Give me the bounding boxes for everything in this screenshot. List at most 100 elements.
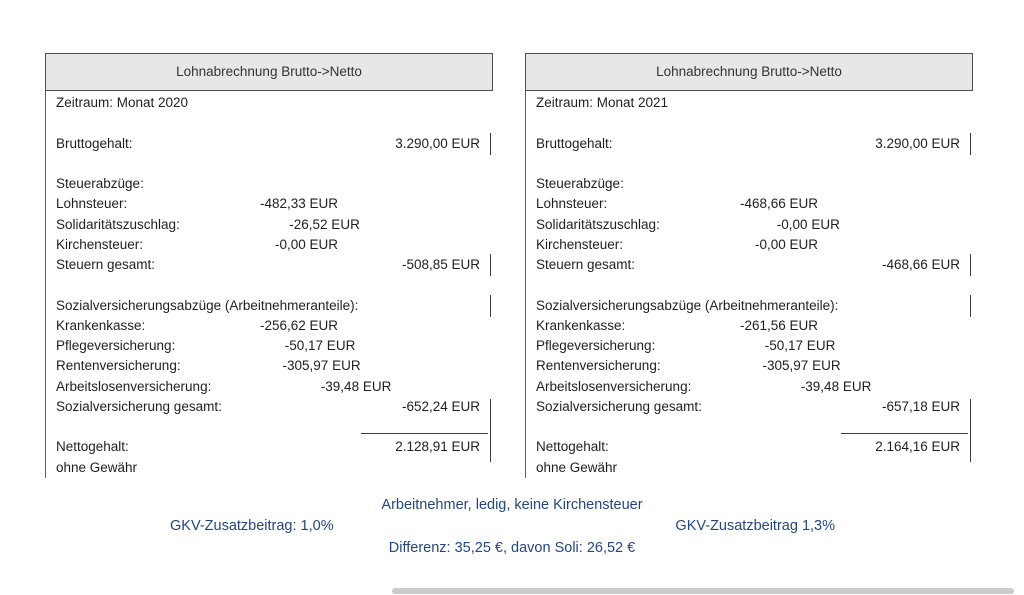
row-steuern-gesamt: Steuern gesamt: -468,66 EUR [536,254,973,276]
row-disclaimer: ohne Gewähr [56,458,493,478]
table-body: Zeitraum: Monat 2021 Bruttogehalt: 3.290… [525,91,973,478]
section-label: Steuerabzüge: [56,176,144,191]
row-sozialversicherung-header: Sozialversicherungsabzüge (Arbeitnehmera… [56,294,493,317]
row-label: Solidaritätszuschlag: [536,216,660,232]
row-rentenversicherung: Rentenversicherung: -305,97 EUR [56,356,493,376]
row-value: -50,17 EUR [764,338,836,353]
row-nettogehalt: Nettogehalt: 2.164,16 EUR [536,437,973,457]
row-value: -468,66 EUR [881,257,960,272]
row-value: 3.290,00 EUR [875,135,960,151]
row-solidaritaetszuschlag: Solidaritätszuschlag: -0,00 EUR [536,215,973,235]
row-label: Steuern gesamt: [536,257,636,272]
section-label: Sozialversicherungsabzüge (Arbeitnehmera… [536,297,839,313]
zeitraum-label: Zeitraum: Monat 2020 [56,95,189,110]
footer-line-differenz: Differenz: 35,25 €, davon Soli: 26,52 € [388,539,636,556]
row-label: Steuern gesamt: [56,257,156,272]
row-label: Solidaritätszuschlag: [56,216,180,232]
row-label: Pflegeversicherung: [56,338,176,353]
row-label: Rentenversicherung: [56,358,181,374]
row-label: Bruttogehalt: [56,135,133,151]
row-sozialversicherung-gesamt: Sozialversicherung gesamt: -652,24 EUR [56,397,493,462]
row-blank [56,113,493,133]
gkv-2020-label: GKV-Zusatzbeitrag: 1,0% [170,518,334,535]
disclaimer-label: ohne Gewähr [56,459,138,475]
row-label: Arbeitslosenversicherung: [536,378,692,394]
column-separator-tick [970,254,971,276]
row-krankenkasse: Krankenkasse: -256,62 EUR [56,316,493,336]
row-sum-underline [536,417,973,437]
row-label: Nettogehalt: [536,439,609,455]
row-value: -468,66 EUR [739,196,818,212]
row-value: -0,00 EUR [274,236,338,252]
row-label: Lohnsteuer: [56,196,128,212]
column-separator-tick [490,294,491,317]
row-label: Pflegeversicherung: [536,338,656,353]
row-value: -26,52 EUR [289,216,360,232]
row-value: -39,48 EUR [800,378,872,394]
section-label: Sozialversicherungsabzüge (Arbeitnehmera… [56,297,359,313]
row-value: -39,48 EUR [320,378,392,394]
row-bruttogehalt: Bruttogehalt: 3.290,00 EUR [536,132,973,155]
row-lohnsteuer: Lohnsteuer: -482,33 EUR [56,194,493,214]
column-separator-tick [970,398,971,462]
row-blank [56,154,493,174]
row-sozialversicherung-header: Sozialversicherungsabzüge (Arbeitnehmera… [536,294,973,317]
row-blank [56,275,493,295]
row-blank [536,113,973,133]
horizontal-scrollbar-thumb[interactable] [392,588,1014,594]
row-pflegeversicherung: Pflegeversicherung: -50,17 EUR [56,336,493,356]
row-value: 3.290,00 EUR [395,135,480,151]
row-rentenversicherung: Rentenversicherung: -305,97 EUR [536,356,973,376]
sum-underline [361,433,488,434]
row-value: -657,18 EUR [881,398,960,414]
row-solidaritaetszuschlag: Solidaritätszuschlag: -26,52 EUR [56,215,493,235]
row-value: -0,00 EUR [754,236,818,252]
row-bruttogehalt: Bruttogehalt: 3.290,00 EUR [56,132,493,155]
row-label: Kirchensteuer: [56,236,144,252]
footer-notes: Arbeitnehmer, ledig, keine Kirchensteuer… [0,495,1024,559]
column-separator-tick [490,132,491,155]
row-label: Kirchensteuer: [536,236,624,252]
row-label: Lohnsteuer: [536,196,608,212]
table-title: Lohnabrechnung Brutto->Netto [525,53,973,91]
row-steuerabzuege-header: Steuerabzüge: [536,174,973,194]
section-label: Steuerabzüge: [536,176,624,191]
table-body: Zeitraum: Monat 2020 Bruttogehalt: 3.290… [45,91,493,478]
payroll-table-2020: Lohnabrechnung Brutto->Netto Zeitraum: M… [45,53,493,478]
table-title: Lohnabrechnung Brutto->Netto [45,53,493,91]
gkv-2021-label: GKV-Zusatzbeitrag 1,3% [675,518,835,535]
payroll-table-2021: Lohnabrechnung Brutto->Netto Zeitraum: M… [525,53,973,478]
row-value: 2.128,91 EUR [395,439,480,455]
row-arbeitslosenversicherung: Arbeitslosenversicherung: -39,48 EUR [56,377,493,397]
row-label: Bruttogehalt: [536,135,613,151]
row-value: -508,85 EUR [401,257,480,272]
row-value: -256,62 EUR [259,317,338,333]
column-separator-tick [970,132,971,155]
row-steuern-gesamt: Steuern gesamt: -508,85 EUR [56,254,493,276]
row-label: Krankenkasse: [536,317,626,333]
column-separator-tick [970,294,971,317]
row-disclaimer: ohne Gewähr [536,458,973,478]
row-value: -305,97 EUR [762,358,841,374]
row-value: -482,33 EUR [259,196,338,212]
row-kirchensteuer: Kirchensteuer: -0,00 EUR [536,235,973,255]
disclaimer-label: ohne Gewähr [536,459,618,475]
row-label: Krankenkasse: [56,317,146,333]
row-value: 2.164,16 EUR [875,439,960,455]
row-nettogehalt: Nettogehalt: 2.128,91 EUR [56,437,493,457]
row-lohnsteuer: Lohnsteuer: -468,66 EUR [536,194,973,214]
row-kirchensteuer: Kirchensteuer: -0,00 EUR [56,235,493,255]
row-label: Nettogehalt: [56,439,129,455]
row-value: -305,97 EUR [282,358,361,374]
row-sum-underline [56,417,493,437]
row-value: -261,56 EUR [739,317,818,333]
row-arbeitslosenversicherung: Arbeitslosenversicherung: -39,48 EUR [536,377,973,397]
row-krankenkasse: Krankenkasse: -261,56 EUR [536,316,973,336]
row-label: Arbeitslosenversicherung: [56,378,212,394]
row-blank [536,154,973,174]
row-label: Sozialversicherung gesamt: [56,398,222,414]
row-steuerabzuege-header: Steuerabzüge: [56,174,493,194]
column-separator-tick [490,254,491,276]
row-sozialversicherung-gesamt: Sozialversicherung gesamt: -657,18 EUR [536,397,973,462]
row-pflegeversicherung: Pflegeversicherung: -50,17 EUR [536,336,973,356]
